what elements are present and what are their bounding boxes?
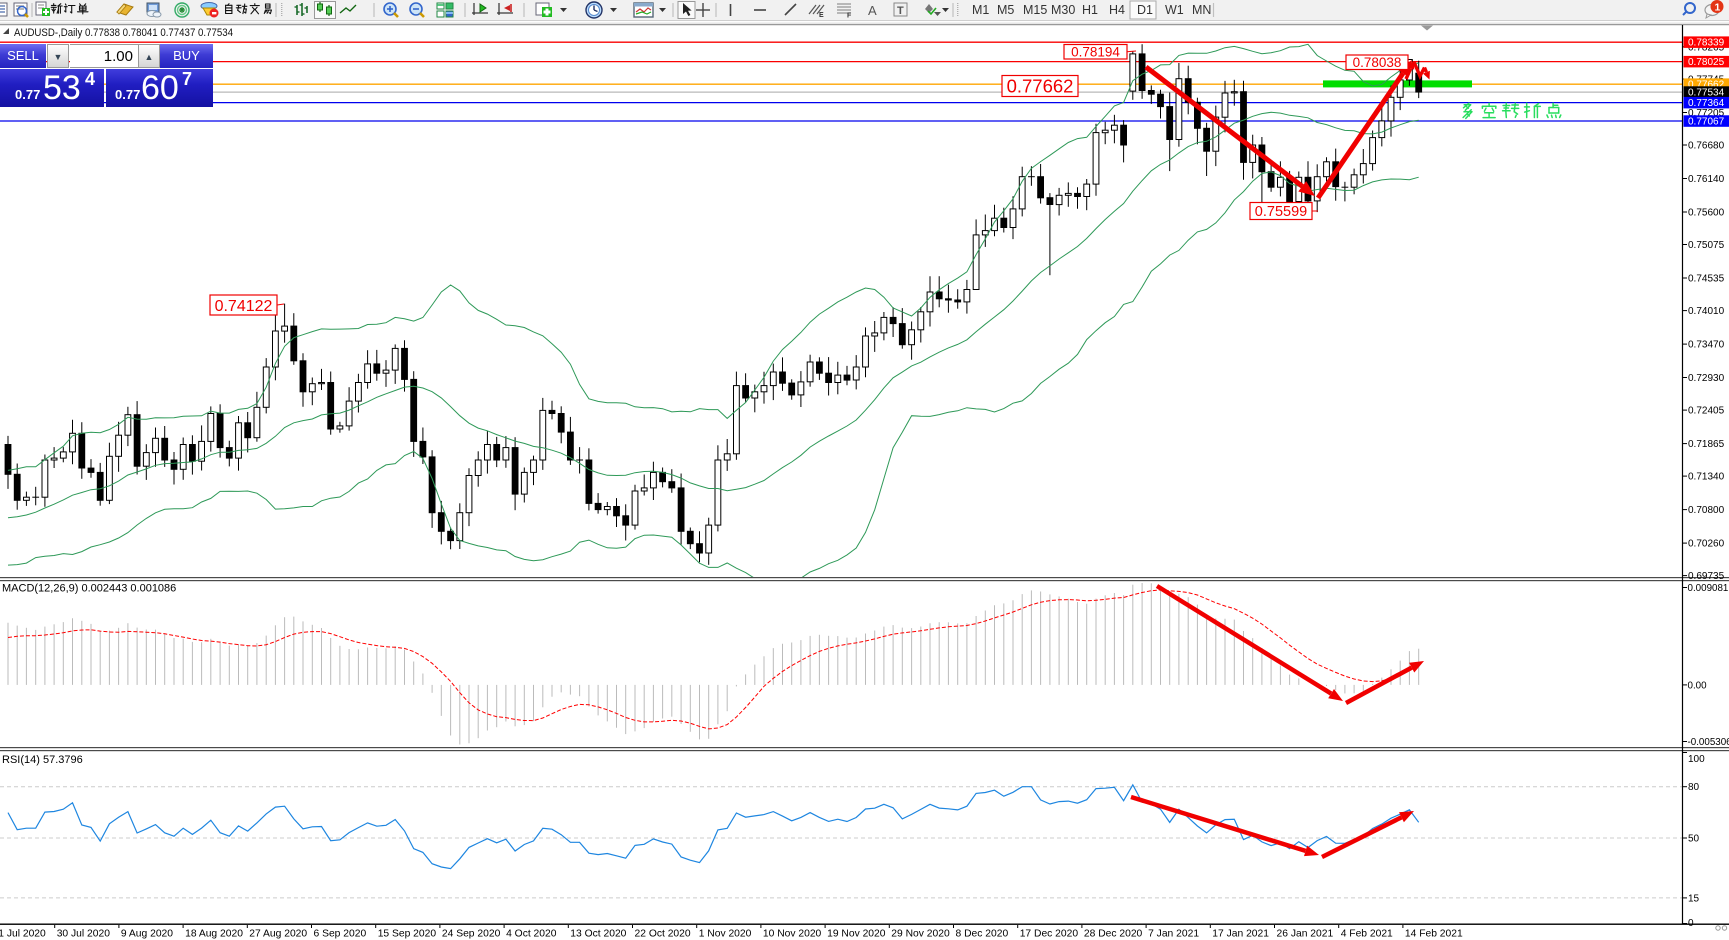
svg-text:0.77205: 0.77205: [1688, 108, 1725, 119]
svg-text:0.70260: 0.70260: [1688, 539, 1725, 550]
svg-text:24 Sep 2020: 24 Sep 2020: [442, 929, 501, 940]
svg-text:0.75599: 0.75599: [1255, 204, 1307, 220]
svg-text:0.78194: 0.78194: [1071, 45, 1120, 60]
svg-text:E: E: [819, 12, 824, 19]
svg-text:9 Aug 2020: 9 Aug 2020: [121, 929, 173, 940]
svg-text:0.75075: 0.75075: [1688, 240, 1725, 251]
svg-text:W1: W1: [1165, 3, 1184, 17]
svg-text:M30: M30: [1051, 3, 1075, 17]
svg-text:0.77662: 0.77662: [1688, 80, 1725, 91]
svg-text:0.77662: 0.77662: [1007, 76, 1074, 97]
svg-text:A: A: [868, 3, 877, 18]
svg-text:0: 0: [1688, 918, 1694, 929]
svg-text:6 Sep 2020: 6 Sep 2020: [314, 929, 367, 940]
svg-text:4 Feb 2021: 4 Feb 2021: [1341, 929, 1393, 940]
svg-text:80: 80: [1688, 782, 1700, 793]
svg-text:0.00: 0.00: [1688, 680, 1708, 691]
svg-text:M5: M5: [997, 3, 1014, 17]
svg-text:15 Sep 2020: 15 Sep 2020: [378, 929, 437, 940]
svg-text:4 Oct 2020: 4 Oct 2020: [506, 929, 557, 940]
svg-text:17 Jan 2021: 17 Jan 2021: [1212, 929, 1269, 940]
svg-text:0.76140: 0.76140: [1688, 174, 1725, 185]
svg-text:0.70800: 0.70800: [1688, 505, 1725, 516]
svg-text:F: F: [847, 13, 852, 20]
svg-text:29 Nov 2020: 29 Nov 2020: [891, 929, 950, 940]
svg-text:26 Jan 2021: 26 Jan 2021: [1277, 929, 1334, 940]
svg-text:10 Nov 2020: 10 Nov 2020: [763, 929, 822, 940]
svg-text:0.74122: 0.74122: [215, 298, 273, 315]
svg-text:T: T: [897, 5, 904, 17]
svg-text:D1: D1: [1137, 3, 1153, 17]
svg-text:0.72405: 0.72405: [1688, 406, 1725, 417]
svg-text:14 Feb 2021: 14 Feb 2021: [1405, 929, 1463, 940]
svg-text:28 Dec 2020: 28 Dec 2020: [1084, 929, 1143, 940]
svg-text:21 Jul 2020: 21 Jul 2020: [0, 929, 46, 940]
svg-text:H4: H4: [1109, 3, 1125, 17]
svg-text:100: 100: [1688, 754, 1705, 765]
svg-text:0.72930: 0.72930: [1688, 373, 1725, 384]
svg-text:MACD(12,26,9) 0.002443 0.00108: MACD(12,26,9) 0.002443 0.001086: [2, 583, 176, 595]
svg-text:0.69735: 0.69735: [1688, 571, 1725, 582]
svg-text:17 Dec 2020: 17 Dec 2020: [1020, 929, 1079, 940]
svg-text:7 Jan 2021: 7 Jan 2021: [1148, 929, 1199, 940]
svg-text:50: 50: [1688, 834, 1700, 845]
svg-text:0.77067: 0.77067: [1688, 117, 1725, 128]
svg-text:M1: M1: [972, 3, 989, 17]
svg-text:13 Oct 2020: 13 Oct 2020: [570, 929, 626, 940]
svg-text:0.75600: 0.75600: [1688, 208, 1725, 219]
svg-text:30 Jul 2020: 30 Jul 2020: [57, 929, 111, 940]
svg-text:1: 1: [1715, 2, 1721, 14]
svg-text:15: 15: [1688, 893, 1700, 904]
svg-text:0.78339: 0.78339: [1688, 38, 1725, 49]
svg-text:H1: H1: [1082, 3, 1098, 17]
svg-text:0.74010: 0.74010: [1688, 306, 1725, 317]
svg-text:27 Aug 2020: 27 Aug 2020: [249, 929, 307, 940]
svg-text:0.77534: 0.77534: [1688, 88, 1725, 99]
svg-text:19 Nov 2020: 19 Nov 2020: [827, 929, 886, 940]
svg-text:0.73470: 0.73470: [1688, 340, 1725, 351]
svg-text:M15: M15: [1023, 3, 1047, 17]
svg-text:0.77364: 0.77364: [1688, 98, 1725, 109]
svg-text:0.78038: 0.78038: [1353, 55, 1402, 70]
svg-text:1 Nov 2020: 1 Nov 2020: [699, 929, 752, 940]
svg-text:0.71340: 0.71340: [1688, 472, 1725, 483]
svg-text:22 Oct 2020: 22 Oct 2020: [635, 929, 691, 940]
svg-text:0.78025: 0.78025: [1688, 57, 1725, 68]
svg-text:RSI(14) 57.3796: RSI(14) 57.3796: [2, 754, 83, 766]
svg-text:8 Dec 2020: 8 Dec 2020: [956, 929, 1009, 940]
svg-text:0.74535: 0.74535: [1688, 274, 1725, 285]
svg-text:0.71865: 0.71865: [1688, 439, 1725, 450]
svg-text:-0.005306: -0.005306: [1688, 737, 1729, 748]
svg-text:0.76680: 0.76680: [1688, 141, 1725, 152]
svg-text:MN: MN: [1192, 3, 1211, 17]
svg-text:18 Aug 2020: 18 Aug 2020: [185, 929, 243, 940]
svg-text:0.009081: 0.009081: [1688, 583, 1729, 594]
svg-text:AUDUSD-,Daily 0.77838 0.78041: AUDUSD-,Daily 0.77838 0.78041 0.77437 0.…: [14, 27, 233, 39]
